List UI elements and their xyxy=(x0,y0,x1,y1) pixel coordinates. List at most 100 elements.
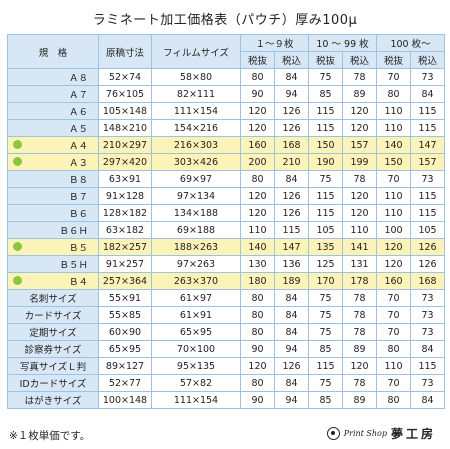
cell-original: 105×148 xyxy=(98,102,152,120)
size-label: Ｂ６ xyxy=(68,209,88,220)
cell-tier1-in: 84 xyxy=(273,289,310,307)
page-title: ラミネート加工価格表（パウチ）厚み100μ xyxy=(92,13,358,28)
cell-tier3-ex: 70 xyxy=(376,68,412,86)
cell-tier1-ex: 80 xyxy=(240,289,275,307)
table-row: Ｂ４ 257×364 263×370 180 189 170 178 160 168 xyxy=(7,272,446,290)
cell-tier2-in: 120 xyxy=(342,357,378,375)
cell-original: 91×128 xyxy=(98,187,152,205)
cell-tier3-in: 73 xyxy=(410,170,446,188)
cell-size-name: Ｂ６ xyxy=(7,204,99,222)
size-label: 診察券サイズ xyxy=(24,345,82,356)
cell-tier3-ex: 120 xyxy=(376,238,412,256)
cell-size-name: Ｂ７ xyxy=(7,187,99,205)
table-row: Ｂ５Ｈ 91×257 97×263 130 136 125 131 120 126 xyxy=(7,255,446,273)
cell-film: 134×188 xyxy=(151,204,241,222)
cell-tier3-ex: 70 xyxy=(376,323,412,341)
cell-tier1-in: 84 xyxy=(273,68,310,86)
cell-size-name: Ａ６ xyxy=(7,102,99,120)
cell-tier3-in: 105 xyxy=(410,221,446,239)
size-label: カードサイズ xyxy=(24,311,82,322)
size-label: Ａ３ xyxy=(68,158,88,169)
cell-film: 154×216 xyxy=(151,119,241,137)
cell-tier1-in: 94 xyxy=(273,340,310,358)
size-label: Ａ４ xyxy=(68,141,88,152)
logo-script: Print Shop xyxy=(343,429,387,438)
cell-tier1-ex: 120 xyxy=(240,187,275,205)
green-dot-icon xyxy=(13,276,22,285)
cell-original: 52×74 xyxy=(98,68,152,86)
table-row: Ａ７ 76×105 82×111 90 94 85 89 80 84 xyxy=(7,85,446,103)
cell-tier2-ex: 75 xyxy=(308,306,344,324)
cell-tier2-in: 178 xyxy=(342,272,378,290)
cell-tier1-in: 189 xyxy=(273,272,310,290)
cell-tier2-in: 141 xyxy=(342,238,378,256)
cell-tier3-ex: 70 xyxy=(376,170,412,188)
cell-original: 210×297 xyxy=(98,136,152,154)
cell-tier1-in: 94 xyxy=(273,85,310,103)
header-size: 規 格 xyxy=(7,34,99,69)
cell-tier2-in: 78 xyxy=(342,170,378,188)
cell-tier2-in: 89 xyxy=(342,85,378,103)
table-row: 定期サイズ 60×90 65×95 80 84 75 78 70 73 xyxy=(7,323,446,341)
cell-tier2-ex: 150 xyxy=(308,136,344,154)
cell-tier3-in: 115 xyxy=(410,187,446,205)
cell-tier3-in: 115 xyxy=(410,102,446,120)
cell-film: 188×263 xyxy=(151,238,241,256)
cell-tier1-ex: 80 xyxy=(240,306,275,324)
table-row: Ａ６ 105×148 111×154 120 126 115 120 110 115 xyxy=(7,102,446,120)
cell-tier1-in: 210 xyxy=(273,153,310,171)
cell-tier2-ex: 85 xyxy=(308,340,344,358)
cell-film: 82×111 xyxy=(151,85,241,103)
cell-tier2-in: 120 xyxy=(342,204,378,222)
cell-original: 55×85 xyxy=(98,306,152,324)
table-row: はがきサイズ 100×148 111×154 90 94 85 89 80 84 xyxy=(7,391,446,409)
cell-film: 61×97 xyxy=(151,289,241,307)
size-label: 定期サイズ xyxy=(29,328,77,339)
size-label: Ａ５ xyxy=(68,124,88,135)
cell-tier2-in: 89 xyxy=(342,340,378,358)
cell-film: 95×135 xyxy=(151,357,241,375)
cell-tier2-in: 78 xyxy=(342,374,378,392)
header-film: フィルムサイズ xyxy=(151,34,241,69)
table-row: Ａ３ 297×420 303×426 200 210 190 199 150 157 xyxy=(7,153,446,171)
header-tier3: 100 枚～ xyxy=(376,34,446,52)
cell-original: 128×182 xyxy=(98,204,152,222)
cell-tier2-ex: 75 xyxy=(308,68,344,86)
cell-size-name: Ａ３ xyxy=(7,153,99,171)
cell-tier1-ex: 180 xyxy=(240,272,275,290)
table-row: Ｂ６ 128×182 134×188 120 126 115 120 110 115 xyxy=(7,204,446,222)
cell-tier2-ex: 115 xyxy=(308,204,344,222)
cell-film: 97×263 xyxy=(151,255,241,273)
cell-tier1-ex: 160 xyxy=(240,136,275,154)
cell-tier1-ex: 90 xyxy=(240,391,275,409)
cell-tier1-ex: 110 xyxy=(240,221,275,239)
cell-tier3-in: 84 xyxy=(410,340,446,358)
cell-tier2-in: 131 xyxy=(342,255,378,273)
cell-tier2-ex: 105 xyxy=(308,221,344,239)
size-label: Ａ７ xyxy=(68,90,88,101)
cell-tier2-ex: 115 xyxy=(308,187,344,205)
cell-tier3-in: 115 xyxy=(410,204,446,222)
cell-tier3-in: 115 xyxy=(410,357,446,375)
size-label: 写真サイズＬ判 xyxy=(19,362,87,373)
green-dot-icon xyxy=(13,140,22,149)
cell-film: 58×80 xyxy=(151,68,241,86)
header-original: 原稿寸法 xyxy=(98,34,152,69)
cell-film: 111×154 xyxy=(151,391,241,409)
cell-size-name: 診察券サイズ xyxy=(7,340,99,358)
cell-tier1-in: 136 xyxy=(273,255,310,273)
cell-tier3-in: 126 xyxy=(410,238,446,256)
header-in-tax: 税込 xyxy=(273,51,310,69)
cell-original: 148×210 xyxy=(98,119,152,137)
cell-original: 100×148 xyxy=(98,391,152,409)
cell-size-name: Ａ７ xyxy=(7,85,99,103)
header-in-tax: 税込 xyxy=(342,51,378,69)
cell-tier1-ex: 140 xyxy=(240,238,275,256)
size-label: Ｂ７ xyxy=(68,192,88,203)
cell-original: 52×77 xyxy=(98,374,152,392)
cell-tier1-ex: 120 xyxy=(240,119,275,137)
price-table: 規 格 原稿寸法 フィルムサイズ １～９枚 10 ～ 99 枚 100 枚～ 税… xyxy=(7,34,446,409)
header-in-tax: 税込 xyxy=(410,51,446,69)
table-row: Ｂ５ 182×257 188×263 140 147 135 141 120 126 xyxy=(7,238,446,256)
table-row: Ａ５ 148×210 154×216 120 126 115 120 110 115 xyxy=(7,119,446,137)
